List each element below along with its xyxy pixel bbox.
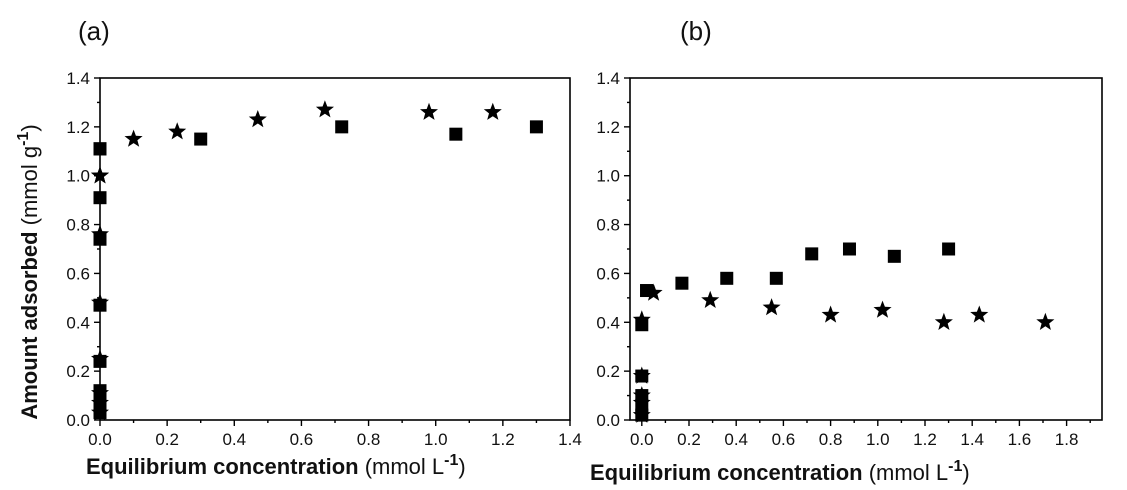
- star-point: [91, 293, 109, 311]
- panel-b: (b) 0.0 0.2 0.4 0.6 0.8 1.0 1.2 1.4 1.6 1.8 0.0 0.2 0…: [596, 16, 1103, 449]
- y-axis-title-prefix: Amount adsorbed: [17, 225, 42, 419]
- y-tick-label: 0.0: [596, 411, 620, 430]
- star-point: [91, 349, 109, 367]
- panel-label: (a): [78, 16, 110, 46]
- star-point: [483, 102, 502, 120]
- x-tick-label: 0.4: [222, 430, 246, 449]
- x-tick-label: 0.6: [290, 430, 314, 449]
- star-point: [821, 305, 840, 323]
- x-tick-label: 0.2: [155, 430, 179, 449]
- star-point: [970, 305, 989, 323]
- y-axis-title-unit: (mmol g: [17, 146, 42, 225]
- x-tick-label: 0.0: [88, 430, 112, 449]
- x-tick-label: 1.2: [491, 430, 515, 449]
- star-point: [632, 310, 651, 328]
- y-tick-label: 0.4: [66, 313, 90, 332]
- square-point: [529, 120, 543, 134]
- x-axis-title-a-exponent: -1: [444, 452, 458, 469]
- x-axis-title-b-exponent: -1: [948, 458, 962, 475]
- y-tick-label: 1.4: [66, 69, 90, 88]
- y-tick-label: 0.6: [66, 264, 90, 283]
- x-axis-title-a-close: ): [458, 454, 465, 479]
- x-tick-label: 1.0: [866, 430, 890, 449]
- y-tick-label: 0.6: [596, 264, 620, 283]
- star-point: [91, 166, 109, 184]
- star-point: [644, 283, 663, 301]
- x-axis-title-b-close: ): [962, 460, 969, 485]
- star-point: [934, 312, 953, 330]
- star-point: [632, 366, 651, 384]
- x-axis-title-a: Equilibrium concentration (mmol L-1): [86, 452, 466, 479]
- y-tick-label: 1.4: [596, 69, 620, 88]
- y-tick-label: 0.2: [596, 362, 620, 381]
- y-axis-title-close: ): [17, 124, 42, 131]
- x-tick-label: 0.4: [724, 430, 748, 449]
- y-axis-title-exponent: -1: [15, 132, 32, 146]
- star-point: [873, 300, 892, 318]
- square-point: [720, 271, 734, 285]
- square-point: [805, 247, 819, 261]
- x-tick-label: 1.0: [424, 430, 448, 449]
- x-tick-label: 0.2: [677, 430, 701, 449]
- x-axis-title-b: Equilibrium concentration (mmol L-1): [590, 458, 970, 485]
- y-tick-label: 0.4: [596, 313, 620, 332]
- x-tick-label: 1.4: [960, 430, 984, 449]
- x-axis-title-b-prefix: Equilibrium concentration: [590, 460, 869, 485]
- square-point: [942, 242, 956, 256]
- star-point: [632, 393, 651, 411]
- y-tick-label: 0.8: [596, 216, 620, 235]
- panel-a: (a) 0.0 0.2 0.4 0.6 0.8 1.0 1.2 1.4 0.0 0.2 0.4 0.6 0…: [66, 16, 581, 449]
- square-point: [769, 271, 783, 285]
- y-tick-label: 1.0: [66, 167, 90, 186]
- x-axis-title-a-prefix: Equilibrium concentration: [86, 454, 365, 479]
- star-point: [701, 290, 720, 308]
- star-point: [168, 122, 187, 140]
- star-point: [315, 100, 334, 118]
- x-tick-label: 0.6: [772, 430, 796, 449]
- square-point: [93, 142, 107, 156]
- x-tick-label: 1.6: [1008, 430, 1032, 449]
- x-tick-label: 0.0: [630, 430, 654, 449]
- star-point: [632, 405, 651, 423]
- x-tick-label: 0.8: [819, 430, 843, 449]
- panel-label: (b): [680, 16, 712, 46]
- square-point: [675, 276, 689, 290]
- star-point: [91, 383, 109, 401]
- y-axis-title: Amount adsorbed (mmol g-1): [15, 124, 42, 419]
- star-point: [91, 403, 109, 421]
- y-tick-label: 1.0: [596, 167, 620, 186]
- square-point: [842, 242, 856, 256]
- x-tick-label: 1.2: [913, 430, 937, 449]
- square-point: [93, 191, 107, 205]
- y-tick-label: 0.2: [66, 362, 90, 381]
- y-tick-label: 1.2: [596, 118, 620, 137]
- star-point: [91, 393, 109, 411]
- star-point: [1036, 312, 1055, 330]
- y-tick-label: 0.0: [66, 411, 90, 430]
- y-tick-label: 0.8: [66, 216, 90, 235]
- square-point: [887, 249, 901, 263]
- square-point: [449, 127, 463, 141]
- x-axis-title-a-unit: (mmol L: [365, 454, 444, 479]
- x-tick-label: 1.8: [1055, 430, 1079, 449]
- star-point: [632, 386, 651, 404]
- star-point: [248, 110, 267, 128]
- star-point: [420, 102, 438, 120]
- x-tick-label: 0.8: [357, 430, 381, 449]
- x-axis-title-b-unit: (mmol L: [869, 460, 948, 485]
- star-point: [91, 224, 109, 242]
- x-tick-label: 1.4: [558, 430, 582, 449]
- star-point: [762, 298, 781, 316]
- square-point: [335, 120, 349, 134]
- square-point: [194, 132, 208, 146]
- plot-frame: [629, 77, 1103, 421]
- star-point: [124, 129, 143, 147]
- y-tick-label: 1.2: [66, 118, 90, 137]
